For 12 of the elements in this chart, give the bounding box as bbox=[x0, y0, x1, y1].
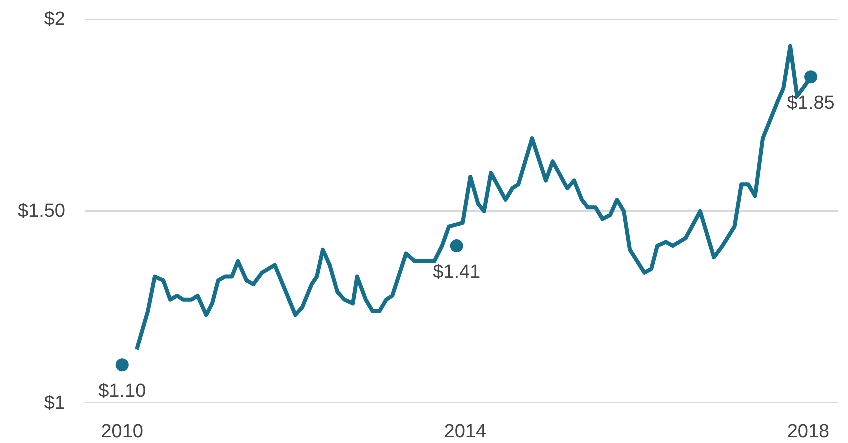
x-tick-label: 2018 bbox=[787, 422, 830, 442]
annotation: $1.41 bbox=[433, 262, 481, 284]
y-tick-label: $1 bbox=[44, 393, 66, 414]
point bbox=[804, 70, 818, 84]
y-tick-label: $1.50 bbox=[18, 201, 66, 222]
annotation: $1.85 bbox=[787, 93, 835, 114]
y-tick-label: $2 bbox=[44, 9, 66, 30]
annotation: $1.10 bbox=[98, 381, 146, 402]
point bbox=[450, 240, 464, 253]
point bbox=[116, 358, 129, 372]
x-tick-label: 2014 bbox=[444, 422, 487, 442]
x-tick-label: 2010 bbox=[101, 422, 144, 442]
